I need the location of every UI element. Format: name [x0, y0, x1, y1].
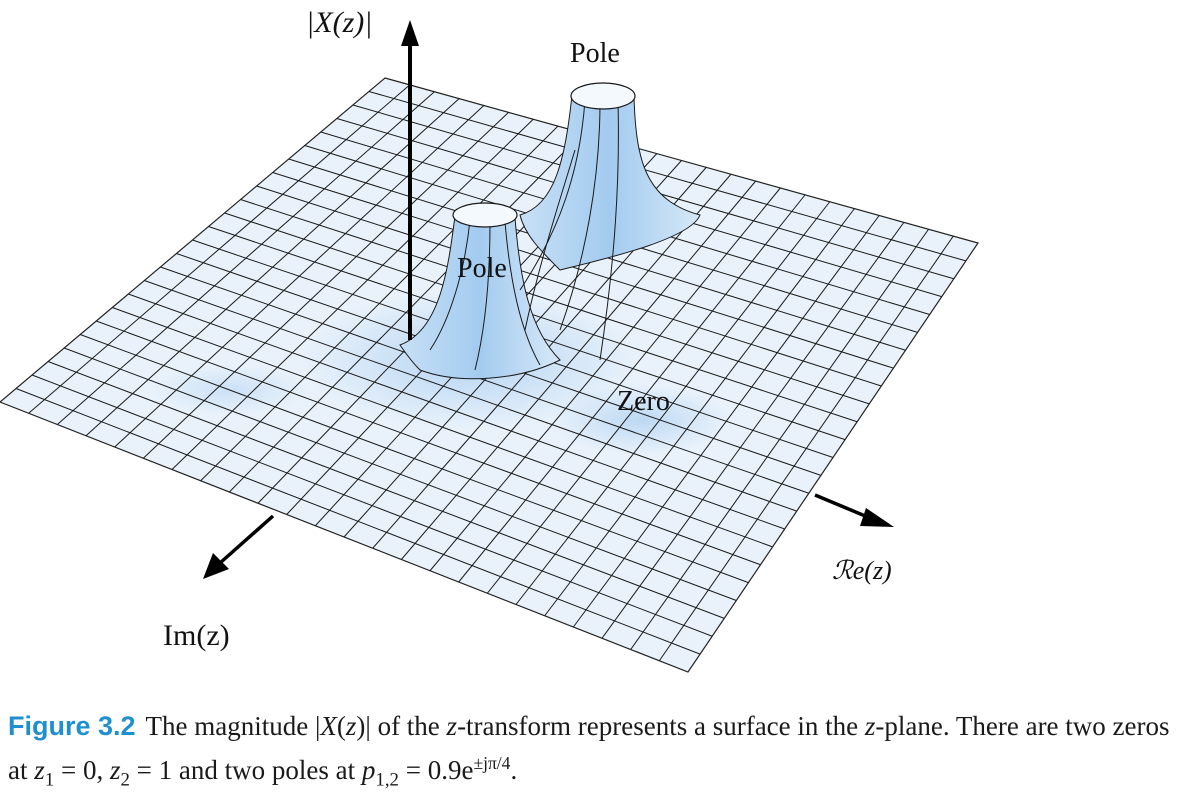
magnitude-axis-arrowhead	[401, 20, 419, 46]
pole-annotation-top: Pole	[570, 38, 620, 69]
pole-peak-front	[399, 215, 561, 380]
pole-cap-back	[570, 82, 636, 110]
imag-axis	[218, 514, 275, 565]
imag-axis-label: Im(z)	[163, 619, 230, 652]
caption-text: = 0,	[54, 755, 110, 785]
mesh-line	[15, 388, 701, 655]
mesh-line	[31, 374, 713, 637]
caption-math: z	[109, 755, 121, 785]
caption-math: p	[361, 755, 376, 785]
real-axis-arrowhead	[860, 508, 894, 527]
mesh-line	[63, 347, 737, 601]
caption-math: z	[864, 711, 876, 741]
caption-math: 1	[44, 769, 55, 791]
caption-text: -plane. There are two zeros at	[8, 711, 1170, 785]
caption-math: z	[34, 755, 45, 785]
caption-text: -transform represents a surface in the	[457, 711, 865, 741]
caption-math: z	[446, 711, 458, 741]
imag-axis-arrowhead	[203, 553, 229, 579]
z-transform-surface-figure	[0, 20, 979, 673]
pole-ridges	[429, 99, 619, 371]
zero-annotation: Zero	[617, 386, 670, 417]
mesh-line	[658, 235, 954, 662]
real-axis	[814, 493, 871, 520]
caption-text: = 1 and two poles at	[129, 755, 362, 785]
mesh-line	[47, 361, 725, 619]
caption-text: .	[510, 755, 518, 785]
caption-math: X	[320, 711, 337, 741]
magnitude-axis-label: |X(z)|	[306, 6, 373, 39]
caption-math: 2	[120, 769, 130, 791]
caption-math: 1,2	[375, 769, 399, 791]
real-axis-label: ℛe(z)	[832, 556, 892, 585]
caption-math: ±jπ/4	[473, 753, 511, 773]
surface-mesh	[15, 84, 967, 662]
axes	[203, 20, 894, 579]
surface-shading	[550, 385, 730, 455]
pole-annotation-front: Pole	[457, 253, 507, 284]
caption-math: z	[345, 711, 357, 741]
mesh-line	[601, 222, 905, 639]
figure-caption: Figure 3.2 The magnitude |X(z)| of the z-…	[8, 711, 1170, 791]
mesh-line	[630, 228, 929, 650]
pole-peak-back	[519, 94, 701, 271]
caption-text: = 0.9e	[399, 755, 474, 785]
pole-cap-front	[452, 202, 518, 228]
caption-text: The magnitude |	[145, 711, 321, 741]
caption-text: )| of the	[356, 711, 447, 741]
figure-number: Figure 3.2	[8, 711, 136, 741]
